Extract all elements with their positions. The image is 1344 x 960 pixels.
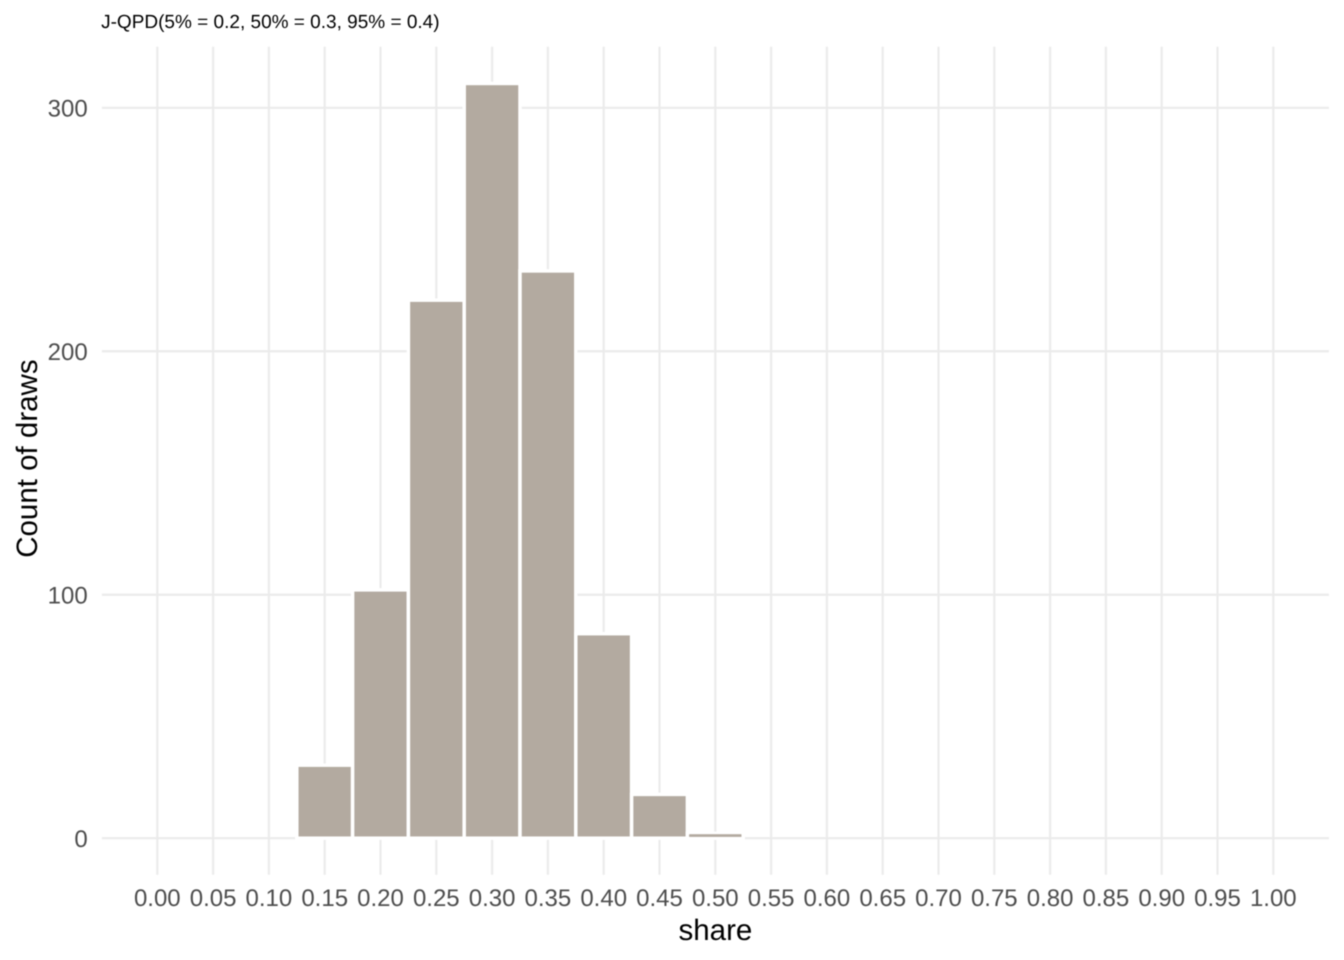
svg-text:0.35: 0.35 (525, 885, 572, 912)
svg-text:0.10: 0.10 (246, 885, 293, 912)
svg-text:J-QPD(5% = 0.2, 50% = 0.3, 95%: J-QPD(5% = 0.2, 50% = 0.3, 95% = 0.4) (101, 12, 439, 33)
svg-text:0.95: 0.95 (1194, 885, 1241, 912)
svg-text:0.50: 0.50 (692, 885, 739, 912)
svg-text:Count of draws: Count of draws (11, 359, 44, 557)
svg-text:0: 0 (74, 826, 87, 853)
svg-text:0.80: 0.80 (1027, 885, 1074, 912)
svg-text:1.00: 1.00 (1250, 885, 1297, 912)
svg-text:0.00: 0.00 (134, 885, 181, 912)
svg-text:200: 200 (48, 339, 88, 366)
svg-text:0.75: 0.75 (971, 885, 1018, 912)
svg-text:0.05: 0.05 (190, 885, 237, 912)
svg-text:0.20: 0.20 (357, 885, 404, 912)
svg-text:0.40: 0.40 (580, 885, 627, 912)
svg-text:share: share (679, 914, 753, 947)
svg-text:0.70: 0.70 (915, 885, 962, 912)
svg-text:300: 300 (48, 95, 88, 122)
svg-text:0.55: 0.55 (748, 885, 795, 912)
svg-text:0.30: 0.30 (469, 885, 516, 912)
svg-text:0.25: 0.25 (413, 885, 460, 912)
svg-text:0.90: 0.90 (1138, 885, 1185, 912)
svg-text:100: 100 (48, 582, 88, 609)
svg-text:0.45: 0.45 (636, 885, 683, 912)
svg-text:0.15: 0.15 (301, 885, 348, 912)
svg-text:0.65: 0.65 (859, 885, 906, 912)
svg-text:0.60: 0.60 (804, 885, 851, 912)
svg-text:0.85: 0.85 (1083, 885, 1130, 912)
